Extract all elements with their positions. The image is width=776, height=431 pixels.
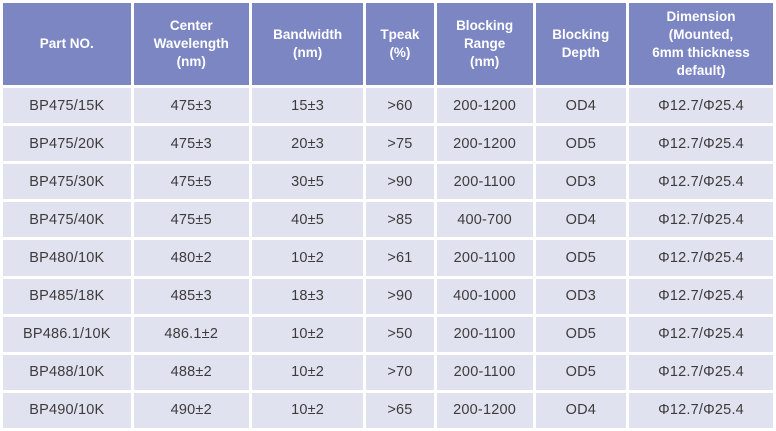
cell-blocking-depth: OD5 bbox=[532, 351, 630, 393]
table-header: Part NO. Center Wavelength (nm) Bandwidt… bbox=[0, 0, 776, 88]
cell-center-wavelength: 475±5 bbox=[130, 199, 252, 241]
cell-blocking-range: 200-1200 bbox=[433, 123, 536, 165]
table-row: BP488/10K 488±2 10±2 >70 200-1100 OD5 Φ1… bbox=[0, 351, 776, 393]
table-row: BP475/20K 475±3 20±3 >75 200-1200 OD5 Φ1… bbox=[0, 123, 776, 165]
cell-part-no: BP475/20K bbox=[0, 123, 134, 165]
cell-dimension: Φ12.7/Φ25.4 bbox=[626, 199, 776, 241]
table-row: BP475/30K 475±5 30±5 >90 200-1100 OD3 Φ1… bbox=[0, 161, 776, 203]
cell-dimension: Φ12.7/Φ25.4 bbox=[626, 237, 776, 279]
cell-bandwidth: 10±2 bbox=[248, 389, 367, 431]
cell-part-no: BP486.1/10K bbox=[0, 313, 134, 355]
cell-blocking-depth: OD5 bbox=[532, 237, 630, 279]
cell-tpeak: >65 bbox=[363, 389, 437, 431]
cell-center-wavelength: 485±3 bbox=[130, 275, 252, 317]
cell-blocking-range: 200-1100 bbox=[433, 161, 536, 203]
table-row: BP475/40K 475±5 40±5 >85 400-700 OD4 Φ12… bbox=[0, 199, 776, 241]
table-row: BP486.1/10K 486.1±2 10±2 >50 200-1100 OD… bbox=[0, 313, 776, 355]
cell-tpeak: >60 bbox=[363, 84, 437, 127]
cell-blocking-depth: OD5 bbox=[532, 123, 630, 165]
cell-dimension: Φ12.7/Φ25.4 bbox=[626, 161, 776, 203]
cell-blocking-depth: OD5 bbox=[532, 313, 630, 355]
cell-bandwidth: 30±5 bbox=[248, 161, 367, 203]
cell-dimension: Φ12.7/Φ25.4 bbox=[626, 84, 776, 127]
cell-part-no: BP488/10K bbox=[0, 351, 134, 393]
table-row: BP480/10K 480±2 10±2 >61 200-1100 OD5 Φ1… bbox=[0, 237, 776, 279]
column-header-tpeak: Tpeak (%) bbox=[363, 0, 437, 88]
cell-bandwidth: 10±2 bbox=[248, 313, 367, 355]
cell-blocking-depth: OD4 bbox=[532, 199, 630, 241]
cell-blocking-range: 200-1100 bbox=[433, 237, 536, 279]
cell-blocking-range: 200-1200 bbox=[433, 84, 536, 127]
cell-tpeak: >75 bbox=[363, 123, 437, 165]
column-header-dimension: Dimension (Mounted, 6mm thickness defaul… bbox=[626, 0, 776, 88]
cell-blocking-depth: OD3 bbox=[532, 161, 630, 203]
cell-dimension: Φ12.7/Φ25.4 bbox=[626, 275, 776, 317]
column-header-blocking-range: Blocking Range (nm) bbox=[433, 0, 536, 88]
cell-tpeak: >85 bbox=[363, 199, 437, 241]
cell-center-wavelength: 475±3 bbox=[130, 84, 252, 127]
column-header-center-wavelength: Center Wavelength (nm) bbox=[130, 0, 252, 88]
column-header-bandwidth: Bandwidth (nm) bbox=[248, 0, 367, 88]
cell-tpeak: >50 bbox=[363, 313, 437, 355]
cell-blocking-range: 400-700 bbox=[433, 199, 536, 241]
cell-dimension: Φ12.7/Φ25.4 bbox=[626, 389, 776, 431]
cell-part-no: BP485/18K bbox=[0, 275, 134, 317]
cell-part-no: BP480/10K bbox=[0, 237, 134, 279]
cell-part-no: BP475/40K bbox=[0, 199, 134, 241]
cell-blocking-range: 200-1100 bbox=[433, 351, 536, 393]
table-row: BP490/10K 490±2 10±2 >65 200-1200 OD4 Φ1… bbox=[0, 389, 776, 431]
cell-part-no: BP475/30K bbox=[0, 161, 134, 203]
cell-bandwidth: 40±5 bbox=[248, 199, 367, 241]
cell-blocking-depth: OD3 bbox=[532, 275, 630, 317]
cell-part-no: BP490/10K bbox=[0, 389, 134, 431]
cell-blocking-range: 400-1000 bbox=[433, 275, 536, 317]
column-header-part-no: Part NO. bbox=[0, 0, 134, 88]
cell-bandwidth: 20±3 bbox=[248, 123, 367, 165]
column-header-blocking-depth: Blocking Depth bbox=[532, 0, 630, 88]
header-row: Part NO. Center Wavelength (nm) Bandwidt… bbox=[0, 0, 776, 88]
table-row: BP485/18K 485±3 18±3 >90 400-1000 OD3 Φ1… bbox=[0, 275, 776, 317]
cell-blocking-depth: OD4 bbox=[532, 84, 630, 127]
cell-dimension: Φ12.7/Φ25.4 bbox=[626, 123, 776, 165]
cell-blocking-range: 200-1200 bbox=[433, 389, 536, 431]
cell-bandwidth: 15±3 bbox=[248, 84, 367, 127]
cell-center-wavelength: 490±2 bbox=[130, 389, 252, 431]
cell-part-no: BP475/15K bbox=[0, 84, 134, 127]
cell-center-wavelength: 475±5 bbox=[130, 161, 252, 203]
cell-tpeak: >61 bbox=[363, 237, 437, 279]
cell-blocking-range: 200-1100 bbox=[433, 313, 536, 355]
cell-bandwidth: 10±2 bbox=[248, 237, 367, 279]
cell-center-wavelength: 488±2 bbox=[130, 351, 252, 393]
cell-tpeak: >90 bbox=[363, 275, 437, 317]
cell-dimension: Φ12.7/Φ25.4 bbox=[626, 351, 776, 393]
cell-bandwidth: 10±2 bbox=[248, 351, 367, 393]
cell-tpeak: >70 bbox=[363, 351, 437, 393]
cell-tpeak: >90 bbox=[363, 161, 437, 203]
cell-center-wavelength: 475±3 bbox=[130, 123, 252, 165]
cell-bandwidth: 18±3 bbox=[248, 275, 367, 317]
table-body: BP475/15K 475±3 15±3 >60 200-1200 OD4 Φ1… bbox=[0, 84, 776, 431]
cell-center-wavelength: 480±2 bbox=[130, 237, 252, 279]
cell-blocking-depth: OD4 bbox=[532, 389, 630, 431]
table-row: BP475/15K 475±3 15±3 >60 200-1200 OD4 Φ1… bbox=[0, 84, 776, 127]
cell-center-wavelength: 486.1±2 bbox=[130, 313, 252, 355]
cell-dimension: Φ12.7/Φ25.4 bbox=[626, 313, 776, 355]
